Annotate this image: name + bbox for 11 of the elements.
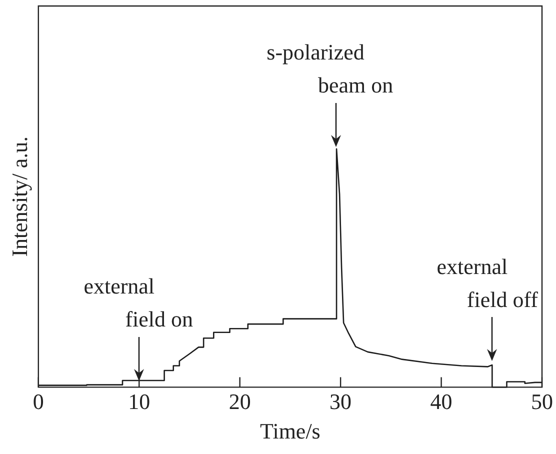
annotation: s-polarized beam on bbox=[266, 40, 394, 98]
x-tick-label: 40 bbox=[430, 389, 452, 414]
x-tick-label: 50 bbox=[531, 389, 553, 414]
x-axis-title: Time/s bbox=[260, 418, 320, 444]
annotation: external field off bbox=[436, 254, 539, 312]
x-tick-label: 0 bbox=[32, 389, 44, 414]
x-tick-label: 10 bbox=[128, 389, 150, 414]
x-tick-label: 30 bbox=[330, 389, 352, 414]
annotation: external field on bbox=[84, 274, 194, 332]
y-axis-title: Intensity/ a.u. bbox=[6, 136, 32, 257]
x-tick-label: 20 bbox=[228, 389, 251, 414]
